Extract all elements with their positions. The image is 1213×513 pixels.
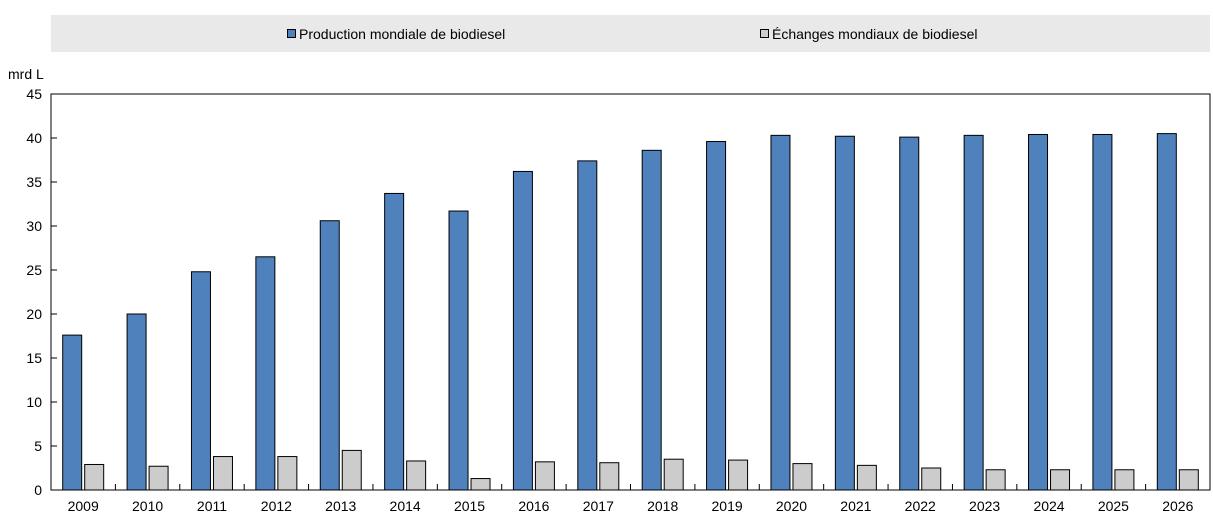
- bar-production: [706, 141, 727, 491]
- bar-exchanges: [663, 458, 684, 491]
- legend-label-exchanges: Échanges mondiaux de biodiesel: [772, 25, 978, 42]
- legend-swatch-production: [287, 29, 296, 38]
- x-tick-label: 2025: [1098, 498, 1129, 513]
- bar-production: [1028, 133, 1049, 491]
- x-tick-label: 2026: [1162, 498, 1193, 513]
- bar-exchanges: [84, 463, 105, 491]
- y-tick-label: 0: [34, 482, 42, 498]
- x-tick-label: 2014: [390, 498, 421, 513]
- bar-exchanges: [212, 456, 233, 491]
- x-tick-label: 2020: [776, 498, 807, 513]
- legend-label-production: Production mondiale de biodiesel: [299, 25, 506, 42]
- bar-production: [834, 135, 855, 491]
- bar-exchanges: [148, 465, 169, 491]
- bar-exchanges: [985, 469, 1006, 491]
- x-tick-label: 2024: [1033, 498, 1064, 513]
- legend-item-production: Production mondiale de biodiesel: [287, 15, 505, 52]
- y-tick-label: 5: [34, 438, 42, 454]
- x-tick-label: 2013: [325, 498, 356, 513]
- bar-exchanges: [406, 460, 427, 491]
- bar-exchanges: [1050, 469, 1071, 491]
- bar-exchanges: [341, 449, 362, 491]
- x-tick-label: 2019: [712, 498, 743, 513]
- bar-production: [1156, 133, 1177, 491]
- bar-production: [963, 134, 984, 491]
- x-tick-label: 2017: [583, 498, 614, 513]
- x-tick-label: 2021: [840, 498, 871, 513]
- legend-swatch-exchanges: [760, 29, 769, 38]
- bar-production: [384, 192, 405, 491]
- legend: Production mondiale de biodiesel Échange…: [51, 15, 1210, 52]
- x-tick-label: 2010: [132, 498, 163, 513]
- bar-production: [577, 160, 598, 491]
- y-tick-label: 10: [26, 394, 42, 410]
- x-tick-label: 2016: [518, 498, 549, 513]
- x-tick-label: 2023: [969, 498, 1000, 513]
- bar-exchanges: [277, 456, 298, 491]
- bar-exchanges: [534, 461, 555, 491]
- x-tick-label: 2015: [454, 498, 485, 513]
- y-tick-label: 20: [26, 306, 42, 322]
- bar-exchanges: [728, 459, 749, 491]
- bar-exchanges: [1178, 469, 1199, 491]
- bar-production: [512, 170, 533, 491]
- x-tick-label: 2018: [647, 498, 678, 513]
- x-tick-label: 2022: [905, 498, 936, 513]
- bar-exchanges: [470, 478, 491, 491]
- y-tick-label: 25: [26, 262, 42, 278]
- bar-exchanges: [792, 463, 813, 491]
- bar-production: [126, 313, 147, 491]
- bar-production: [319, 220, 340, 491]
- bar-exchanges: [599, 462, 620, 491]
- y-axis-label: mrd L: [8, 66, 44, 82]
- bar-production: [255, 256, 276, 491]
- bar-exchanges: [1114, 469, 1135, 491]
- bar-exchanges: [921, 467, 942, 491]
- bar-production: [1092, 133, 1113, 491]
- bar-production: [641, 149, 662, 491]
- bar-production: [770, 134, 791, 491]
- y-tick-label: 45: [26, 86, 42, 102]
- y-tick-label: 40: [26, 130, 42, 146]
- x-tick-label: 2012: [261, 498, 292, 513]
- bar-production: [190, 271, 211, 491]
- y-tick-label: 15: [26, 350, 42, 366]
- bar-production: [62, 334, 83, 491]
- legend-item-exchanges: Échanges mondiaux de biodiesel: [760, 15, 977, 52]
- bar-exchanges: [856, 464, 877, 491]
- bar-production: [448, 210, 469, 491]
- bar-production: [899, 136, 920, 491]
- y-tick-label: 30: [26, 218, 42, 234]
- x-tick-label: 2009: [68, 498, 99, 513]
- y-tick-label: 35: [26, 174, 42, 190]
- x-tick-label: 2011: [197, 498, 227, 513]
